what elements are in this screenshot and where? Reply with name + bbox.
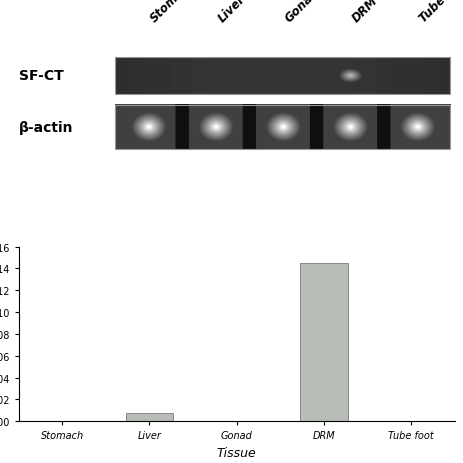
Bar	[125, 413, 173, 421]
X-axis label: Tissue: Tissue	[216, 446, 256, 459]
Text: SF-CT: SF-CT	[19, 69, 63, 83]
Text: Tube foot: Tube foot	[416, 0, 463, 25]
Text: Stomach: Stomach	[148, 0, 198, 25]
Text: β-actin: β-actin	[19, 120, 73, 134]
Text: Liver: Liver	[215, 0, 247, 25]
Text: DRM: DRM	[349, 0, 380, 25]
Text: Gonad: Gonad	[282, 0, 321, 25]
Bar	[299, 263, 347, 421]
